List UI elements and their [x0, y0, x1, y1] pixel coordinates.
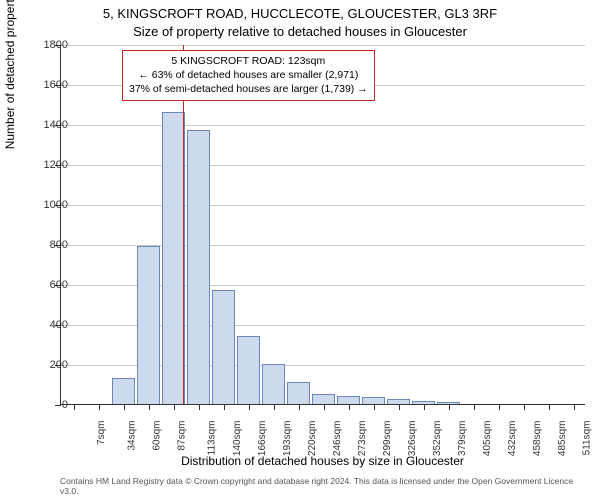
x-tick [399, 404, 400, 410]
y-axis-title: Number of detached properties [3, 0, 17, 149]
x-tick [374, 404, 375, 410]
x-tick-label: 34sqm [126, 421, 137, 451]
x-tick [324, 404, 325, 410]
annotation-line2: ← 63% of detached houses are smaller (2,… [129, 68, 368, 82]
annotation-line3: 37% of semi-detached houses are larger (… [129, 82, 368, 96]
x-tick-label: 299sqm [382, 421, 393, 457]
x-tick-label: 140sqm [232, 421, 243, 457]
x-tick [549, 404, 550, 410]
x-tick [224, 404, 225, 410]
x-tick [424, 404, 425, 410]
x-tick-label: 326sqm [407, 421, 418, 457]
x-tick [174, 404, 175, 410]
histogram-bar [137, 246, 161, 404]
x-tick-label: 458sqm [532, 421, 543, 457]
x-tick [474, 404, 475, 410]
x-tick [574, 404, 575, 410]
x-tick-label: 379sqm [457, 421, 468, 457]
attribution-text: Contains HM Land Registry data © Crown c… [60, 476, 585, 496]
x-tick [149, 404, 150, 410]
x-tick [124, 404, 125, 410]
x-tick-label: 405sqm [482, 421, 493, 457]
x-tick [499, 404, 500, 410]
histogram-bar [312, 394, 336, 404]
x-tick [99, 404, 100, 410]
annotation-box: 5 KINGSCROFT ROAD: 123sqm← 63% of detach… [122, 50, 375, 101]
y-tick-label: 1200 [44, 159, 68, 171]
x-tick-label: 511sqm [581, 421, 592, 456]
x-tick-label: 60sqm [151, 421, 162, 451]
histogram-bar [187, 130, 211, 404]
x-tick [274, 404, 275, 410]
chart-container: 5, KINGSCROFT ROAD, HUCCLECOTE, GLOUCEST… [0, 0, 600, 500]
x-axis-title: Distribution of detached houses by size … [60, 454, 585, 468]
histogram-bar [362, 397, 386, 404]
y-tick-label: 0 [62, 399, 68, 411]
x-tick-label: 352sqm [432, 421, 443, 457]
x-tick [524, 404, 525, 410]
x-tick-label: 485sqm [557, 421, 568, 457]
histogram-bar [112, 378, 136, 404]
x-tick [299, 404, 300, 410]
grid-line [61, 165, 585, 166]
histogram-bar [287, 382, 311, 404]
y-tick-label: 200 [50, 359, 68, 371]
x-tick-label: 7sqm [95, 421, 106, 445]
grid-line [61, 205, 585, 206]
histogram-bar [337, 396, 361, 404]
y-tick-label: 1000 [44, 199, 68, 211]
x-tick [349, 404, 350, 410]
y-tick-label: 1600 [44, 79, 68, 91]
histogram-bar [212, 290, 236, 404]
x-tick [249, 404, 250, 410]
x-tick [199, 404, 200, 410]
x-tick [74, 404, 75, 410]
y-tick-label: 1800 [44, 39, 68, 51]
x-tick-label: 193sqm [282, 421, 293, 457]
x-tick-label: 273sqm [357, 421, 368, 457]
grid-line [61, 45, 585, 46]
y-tick-label: 800 [50, 239, 68, 251]
x-tick-label: 432sqm [507, 421, 518, 457]
y-tick-label: 1400 [44, 119, 68, 131]
y-tick-label: 600 [50, 279, 68, 291]
grid-line [61, 125, 585, 126]
chart-title-line2: Size of property relative to detached ho… [0, 24, 600, 39]
histogram-bar [237, 336, 261, 404]
x-tick-label: 220sqm [307, 421, 318, 457]
x-tick-label: 246sqm [332, 421, 343, 457]
x-tick-label: 113sqm [206, 421, 217, 456]
chart-title-line1: 5, KINGSCROFT ROAD, HUCCLECOTE, GLOUCEST… [0, 6, 600, 21]
histogram-bar [262, 364, 286, 404]
y-tick-label: 400 [50, 319, 68, 331]
x-tick-label: 87sqm [176, 421, 187, 451]
y-tick [55, 405, 61, 406]
x-tick-label: 166sqm [257, 421, 268, 457]
annotation-line1: 5 KINGSCROFT ROAD: 123sqm [129, 54, 368, 68]
x-tick [449, 404, 450, 410]
